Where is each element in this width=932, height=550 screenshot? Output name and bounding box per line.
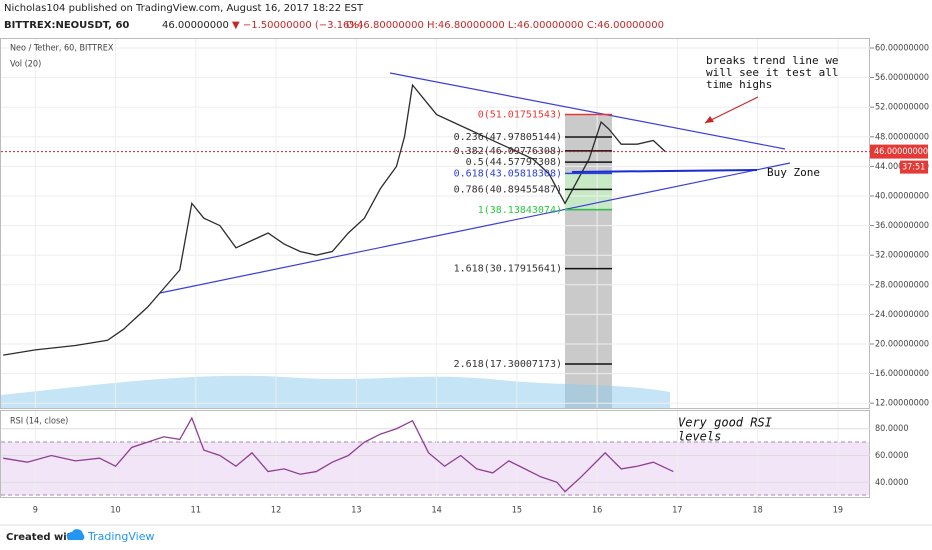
publisher: Nicholas104 published on TradingView.com…: [4, 3, 364, 14]
fib-label: 0.618(43.05818308): [454, 168, 562, 179]
y-tick-label: 60.0000: [875, 451, 908, 461]
x-tick-label: 16: [592, 506, 602, 516]
x-tick-label: 9: [33, 506, 38, 516]
annotation: levels: [678, 430, 721, 444]
y-tick-label: 60.00000000: [875, 43, 929, 53]
ohlc: O:46.80000000 H:46.80000000 L:46.0000000…: [346, 20, 664, 31]
y-tick-label: 48.00000000: [875, 132, 929, 142]
fib-label: 2.618(17.30007173): [454, 359, 562, 370]
footer-brand[interactable]: TradingView: [87, 530, 154, 543]
legend-title: Neo / Tether, 60, BITTREX: [10, 44, 114, 54]
y-tick-label: 36.00000000: [875, 221, 929, 231]
y-tick-label: 28.00000000: [875, 280, 929, 290]
y-tick-label: 24.00000000: [875, 310, 929, 320]
series-line: [3, 83, 666, 356]
logo: [67, 529, 85, 540]
x-tick-label: 15: [512, 506, 522, 516]
x-tick-label: 18: [752, 506, 762, 516]
fib-label: 0(51.01751543): [478, 109, 562, 120]
change: ▼ −1.50000000 (−3.16%): [232, 20, 363, 31]
annotation: Very good RSI: [678, 416, 772, 430]
y-tick-label: 12.00000000: [875, 399, 929, 409]
footer-created: Created with: [6, 532, 79, 543]
x-tick-label: 11: [191, 506, 201, 516]
fib-label: 1(38.13843074): [478, 205, 562, 216]
volume-area: [1, 375, 670, 408]
fib-label: 0.236(47.97805144): [454, 132, 562, 143]
trend-line: [389, 72, 786, 150]
last: 46.00000000: [162, 20, 229, 31]
fib-label: 0.382(46.09776308): [454, 146, 562, 157]
legend-volume: Vol (20): [10, 60, 41, 70]
trend-line: [159, 162, 791, 294]
y-tick-label: 16.00000000: [875, 369, 929, 379]
y-tick-label: 32.00000000: [875, 251, 929, 261]
y-tick-label: 52.00000000: [875, 103, 929, 113]
symbol: BITTREX:NEOUSDT, 60: [4, 20, 129, 31]
fib-label: 0.786(40.89455487): [454, 184, 562, 195]
rsi-band: [1, 442, 869, 495]
x-tick-label: 12: [271, 506, 281, 516]
y-tick-label: 40.0000: [875, 478, 908, 488]
legend-rsi: RSI (14, close): [10, 417, 68, 427]
annotation: Buy Zone: [767, 166, 820, 179]
main-pane: [0, 38, 870, 409]
rsi-pane: [0, 410, 870, 498]
countdown-box: [900, 160, 928, 174]
x-tick-label: 17: [672, 506, 682, 516]
y-tick-label: 40.00000000: [875, 191, 929, 201]
fib-label: 1.618(30.17915641): [454, 264, 562, 275]
x-tick-label: 13: [351, 506, 361, 516]
arrow-head: [705, 116, 714, 123]
annotation: will see it test all: [706, 66, 838, 79]
last-price-label: 46.00000000: [874, 147, 928, 157]
arrow: [704, 96, 759, 124]
projection-box: [565, 115, 612, 408]
y-tick-label: 80.0000: [875, 424, 908, 434]
fib-label: 0.5(44.57797308): [466, 157, 562, 168]
x-tick-label: 19: [833, 506, 843, 516]
last-price-box: [870, 144, 928, 159]
series-line: [3, 416, 674, 493]
y-tick-label: 20.00000000: [875, 339, 929, 349]
y-tick-label: 56.00000000: [875, 73, 929, 83]
x-tick-label: 10: [110, 506, 120, 516]
countdown: 37:51: [902, 163, 925, 173]
buy-zone-line: [571, 169, 758, 173]
annotation: breaks trend line we: [706, 54, 838, 67]
x-tick-label: 14: [431, 506, 441, 516]
annotation: time highs: [706, 78, 772, 91]
